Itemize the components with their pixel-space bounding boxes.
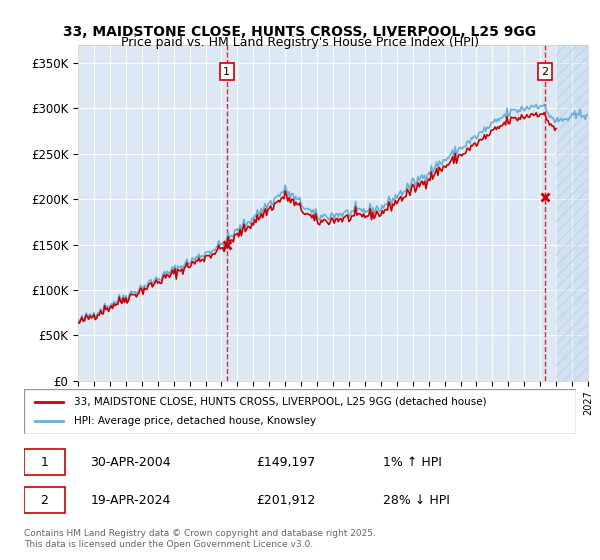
Text: 1: 1 xyxy=(40,456,49,469)
Bar xyxy=(556,45,588,381)
Text: 30-APR-2004: 30-APR-2004 xyxy=(90,456,171,469)
Text: 33, MAIDSTONE CLOSE, HUNTS CROSS, LIVERPOOL, L25 9GG (detached house): 33, MAIDSTONE CLOSE, HUNTS CROSS, LIVERP… xyxy=(74,396,487,407)
Text: 1% ↑ HPI: 1% ↑ HPI xyxy=(383,456,442,469)
Text: £201,912: £201,912 xyxy=(256,494,315,507)
Text: 33, MAIDSTONE CLOSE, HUNTS CROSS, LIVERPOOL, L25 9GG: 33, MAIDSTONE CLOSE, HUNTS CROSS, LIVERP… xyxy=(64,25,536,39)
Text: 2: 2 xyxy=(541,67,548,77)
Text: 1: 1 xyxy=(223,67,230,77)
FancyBboxPatch shape xyxy=(24,449,65,475)
Text: 19-APR-2024: 19-APR-2024 xyxy=(90,494,170,507)
FancyBboxPatch shape xyxy=(24,389,576,434)
Text: Contains HM Land Registry data © Crown copyright and database right 2025.
This d: Contains HM Land Registry data © Crown c… xyxy=(24,529,376,549)
Text: £149,197: £149,197 xyxy=(256,456,315,469)
FancyBboxPatch shape xyxy=(24,487,65,514)
Text: 2: 2 xyxy=(40,494,49,507)
Text: HPI: Average price, detached house, Knowsley: HPI: Average price, detached house, Know… xyxy=(74,417,316,427)
Text: Price paid vs. HM Land Registry's House Price Index (HPI): Price paid vs. HM Land Registry's House … xyxy=(121,36,479,49)
Text: 28% ↓ HPI: 28% ↓ HPI xyxy=(383,494,449,507)
